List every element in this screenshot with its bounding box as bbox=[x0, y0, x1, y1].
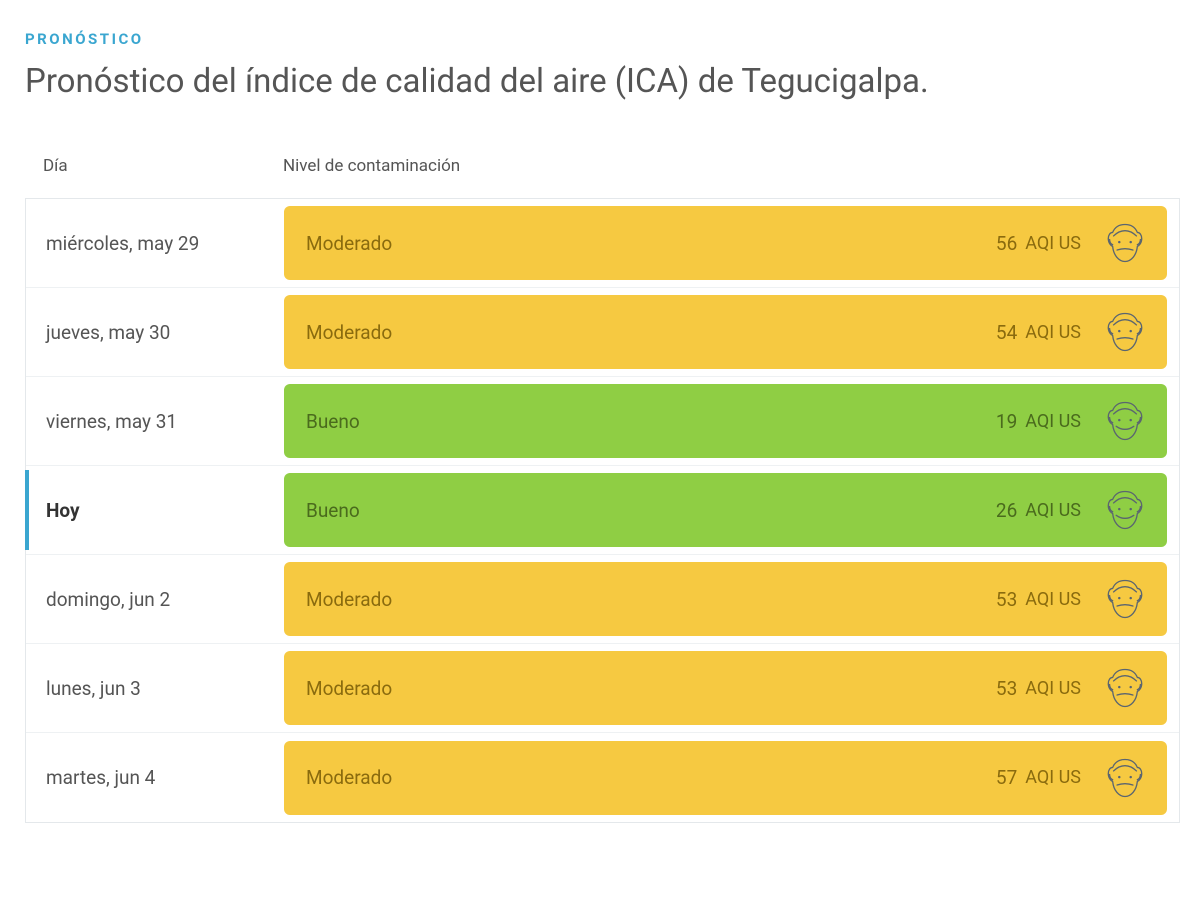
table-row[interactable]: martes, jun 4 Moderado 57 AQI US bbox=[26, 733, 1179, 822]
day-label: domingo, jun 2 bbox=[26, 588, 284, 611]
forecast-widget: PRONÓSTICO Pronóstico del índice de cali… bbox=[0, 0, 1200, 843]
level-cell: Moderado 53 AQI US bbox=[284, 651, 1179, 725]
table-row[interactable]: miércoles, may 29 Moderado 56 AQI US bbox=[26, 199, 1179, 288]
day-label: viernes, may 31 bbox=[26, 410, 284, 433]
pill-right: 53 AQI US bbox=[996, 577, 1147, 621]
section-headline: Pronóstico del índice de calidad del air… bbox=[25, 62, 1180, 101]
aqi-pill: Moderado 56 AQI US bbox=[284, 206, 1167, 280]
level-cell: Bueno 19 AQI US bbox=[284, 384, 1179, 458]
aqi-value: 57 bbox=[996, 766, 1017, 789]
level-label: Moderado bbox=[306, 588, 392, 611]
level-label: Bueno bbox=[306, 410, 360, 433]
face-icon bbox=[1103, 221, 1147, 265]
pill-right: 54 AQI US bbox=[996, 310, 1147, 354]
table-header: Día Nivel de contaminación bbox=[25, 156, 1180, 198]
level-cell: Bueno 26 AQI US bbox=[284, 473, 1179, 547]
face-icon bbox=[1103, 488, 1147, 532]
aqi-value: 54 bbox=[996, 321, 1017, 344]
aqi-value-wrap: 56 AQI US bbox=[996, 232, 1081, 255]
section-eyebrow: PRONÓSTICO bbox=[25, 30, 1180, 48]
aqi-value-wrap: 53 AQI US bbox=[996, 588, 1081, 611]
level-label: Moderado bbox=[306, 321, 392, 344]
day-label: Hoy bbox=[26, 499, 284, 522]
aqi-unit: AQI US bbox=[1025, 322, 1081, 343]
day-label: miércoles, may 29 bbox=[26, 232, 284, 255]
column-header-day: Día bbox=[43, 156, 283, 176]
face-icon bbox=[1103, 756, 1147, 800]
level-cell: Moderado 56 AQI US bbox=[284, 206, 1179, 280]
aqi-value: 53 bbox=[996, 677, 1017, 700]
aqi-value-wrap: 53 AQI US bbox=[996, 677, 1081, 700]
level-cell: Moderado 54 AQI US bbox=[284, 295, 1179, 369]
table-row[interactable]: viernes, may 31 Bueno 19 AQI US bbox=[26, 377, 1179, 466]
level-cell: Moderado 57 AQI US bbox=[284, 741, 1179, 815]
aqi-value: 56 bbox=[996, 232, 1017, 255]
face-icon bbox=[1103, 666, 1147, 710]
aqi-value-wrap: 26 AQI US bbox=[996, 499, 1081, 522]
aqi-value-wrap: 57 AQI US bbox=[996, 766, 1081, 789]
pill-right: 56 AQI US bbox=[996, 221, 1147, 265]
pill-right: 26 AQI US bbox=[996, 488, 1147, 532]
aqi-value-wrap: 19 AQI US bbox=[996, 410, 1081, 433]
aqi-unit: AQI US bbox=[1025, 767, 1081, 788]
aqi-pill: Bueno 26 AQI US bbox=[284, 473, 1167, 547]
aqi-unit: AQI US bbox=[1025, 500, 1081, 521]
aqi-value: 53 bbox=[996, 588, 1017, 611]
forecast-rows: miércoles, may 29 Moderado 56 AQI US jue… bbox=[25, 198, 1180, 823]
aqi-value: 19 bbox=[996, 410, 1017, 433]
pill-right: 57 AQI US bbox=[996, 756, 1147, 800]
aqi-pill: Bueno 19 AQI US bbox=[284, 384, 1167, 458]
table-row[interactable]: lunes, jun 3 Moderado 53 AQI US bbox=[26, 644, 1179, 733]
day-label: martes, jun 4 bbox=[26, 766, 284, 789]
level-cell: Moderado 53 AQI US bbox=[284, 562, 1179, 636]
face-icon bbox=[1103, 310, 1147, 354]
table-row[interactable]: Hoy Bueno 26 AQI US bbox=[26, 466, 1179, 555]
day-label: lunes, jun 3 bbox=[26, 677, 284, 700]
aqi-unit: AQI US bbox=[1025, 233, 1081, 254]
aqi-value: 26 bbox=[996, 499, 1017, 522]
column-header-level: Nivel de contaminación bbox=[283, 156, 1180, 176]
aqi-unit: AQI US bbox=[1025, 589, 1081, 610]
pill-right: 53 AQI US bbox=[996, 666, 1147, 710]
day-label: jueves, may 30 bbox=[26, 321, 284, 344]
level-label: Moderado bbox=[306, 677, 392, 700]
aqi-unit: AQI US bbox=[1025, 411, 1081, 432]
aqi-value-wrap: 54 AQI US bbox=[996, 321, 1081, 344]
pill-right: 19 AQI US bbox=[996, 399, 1147, 443]
level-label: Moderado bbox=[306, 232, 392, 255]
aqi-unit: AQI US bbox=[1025, 678, 1081, 699]
aqi-pill: Moderado 54 AQI US bbox=[284, 295, 1167, 369]
aqi-pill: Moderado 57 AQI US bbox=[284, 741, 1167, 815]
aqi-pill: Moderado 53 AQI US bbox=[284, 562, 1167, 636]
face-icon bbox=[1103, 577, 1147, 621]
table-row[interactable]: domingo, jun 2 Moderado 53 AQI US bbox=[26, 555, 1179, 644]
level-label: Bueno bbox=[306, 499, 360, 522]
level-label: Moderado bbox=[306, 766, 392, 789]
face-icon bbox=[1103, 399, 1147, 443]
table-row[interactable]: jueves, may 30 Moderado 54 AQI US bbox=[26, 288, 1179, 377]
aqi-pill: Moderado 53 AQI US bbox=[284, 651, 1167, 725]
